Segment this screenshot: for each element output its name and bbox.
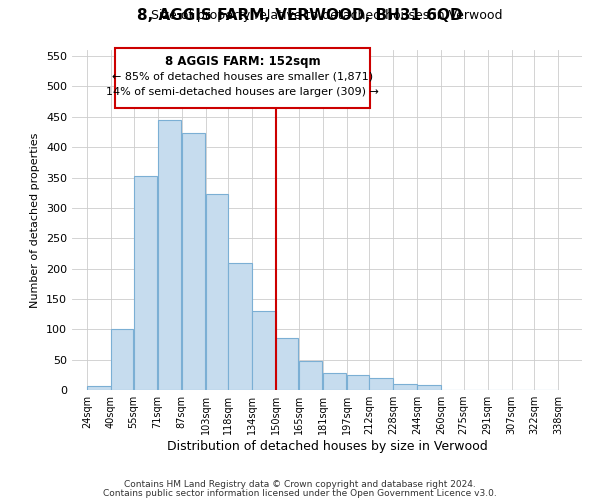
Text: Contains HM Land Registry data © Crown copyright and database right 2024.: Contains HM Land Registry data © Crown c… (124, 480, 476, 489)
Bar (87, 386, 111, 390)
Bar (347, 375, 369, 390)
Text: ← 85% of detached houses are smaller (1,871): ← 85% of detached houses are smaller (1,… (112, 72, 373, 82)
Bar (111, 330, 133, 390)
Text: Contains public sector information licensed under the Open Government Licence v3: Contains public sector information licen… (103, 488, 497, 498)
Title: Size of property relative to detached houses in Verwood: Size of property relative to detached ho… (151, 10, 503, 22)
Bar (393, 384, 417, 390)
Text: 8 AGGIS FARM: 152sqm: 8 AGGIS FARM: 152sqm (165, 55, 320, 68)
Bar (369, 378, 393, 390)
Bar (206, 194, 228, 390)
FancyBboxPatch shape (115, 48, 370, 108)
Y-axis label: Number of detached properties: Number of detached properties (31, 132, 40, 308)
Bar (228, 263, 252, 390)
Text: 8, AGGIS FARM, VERWOOD, BH31 6QD: 8, AGGIS FARM, VERWOOD, BH31 6QD (137, 8, 463, 22)
Bar (323, 373, 346, 390)
Bar (252, 311, 276, 390)
X-axis label: Distribution of detached houses by size in Verwood: Distribution of detached houses by size … (167, 440, 487, 453)
Bar (182, 132, 205, 390)
Bar (276, 338, 298, 390)
Bar (417, 384, 441, 390)
Bar (134, 176, 157, 390)
Text: 14% of semi-detached houses are larger (309) →: 14% of semi-detached houses are larger (… (106, 88, 379, 98)
Bar (299, 361, 322, 390)
Bar (158, 120, 181, 390)
